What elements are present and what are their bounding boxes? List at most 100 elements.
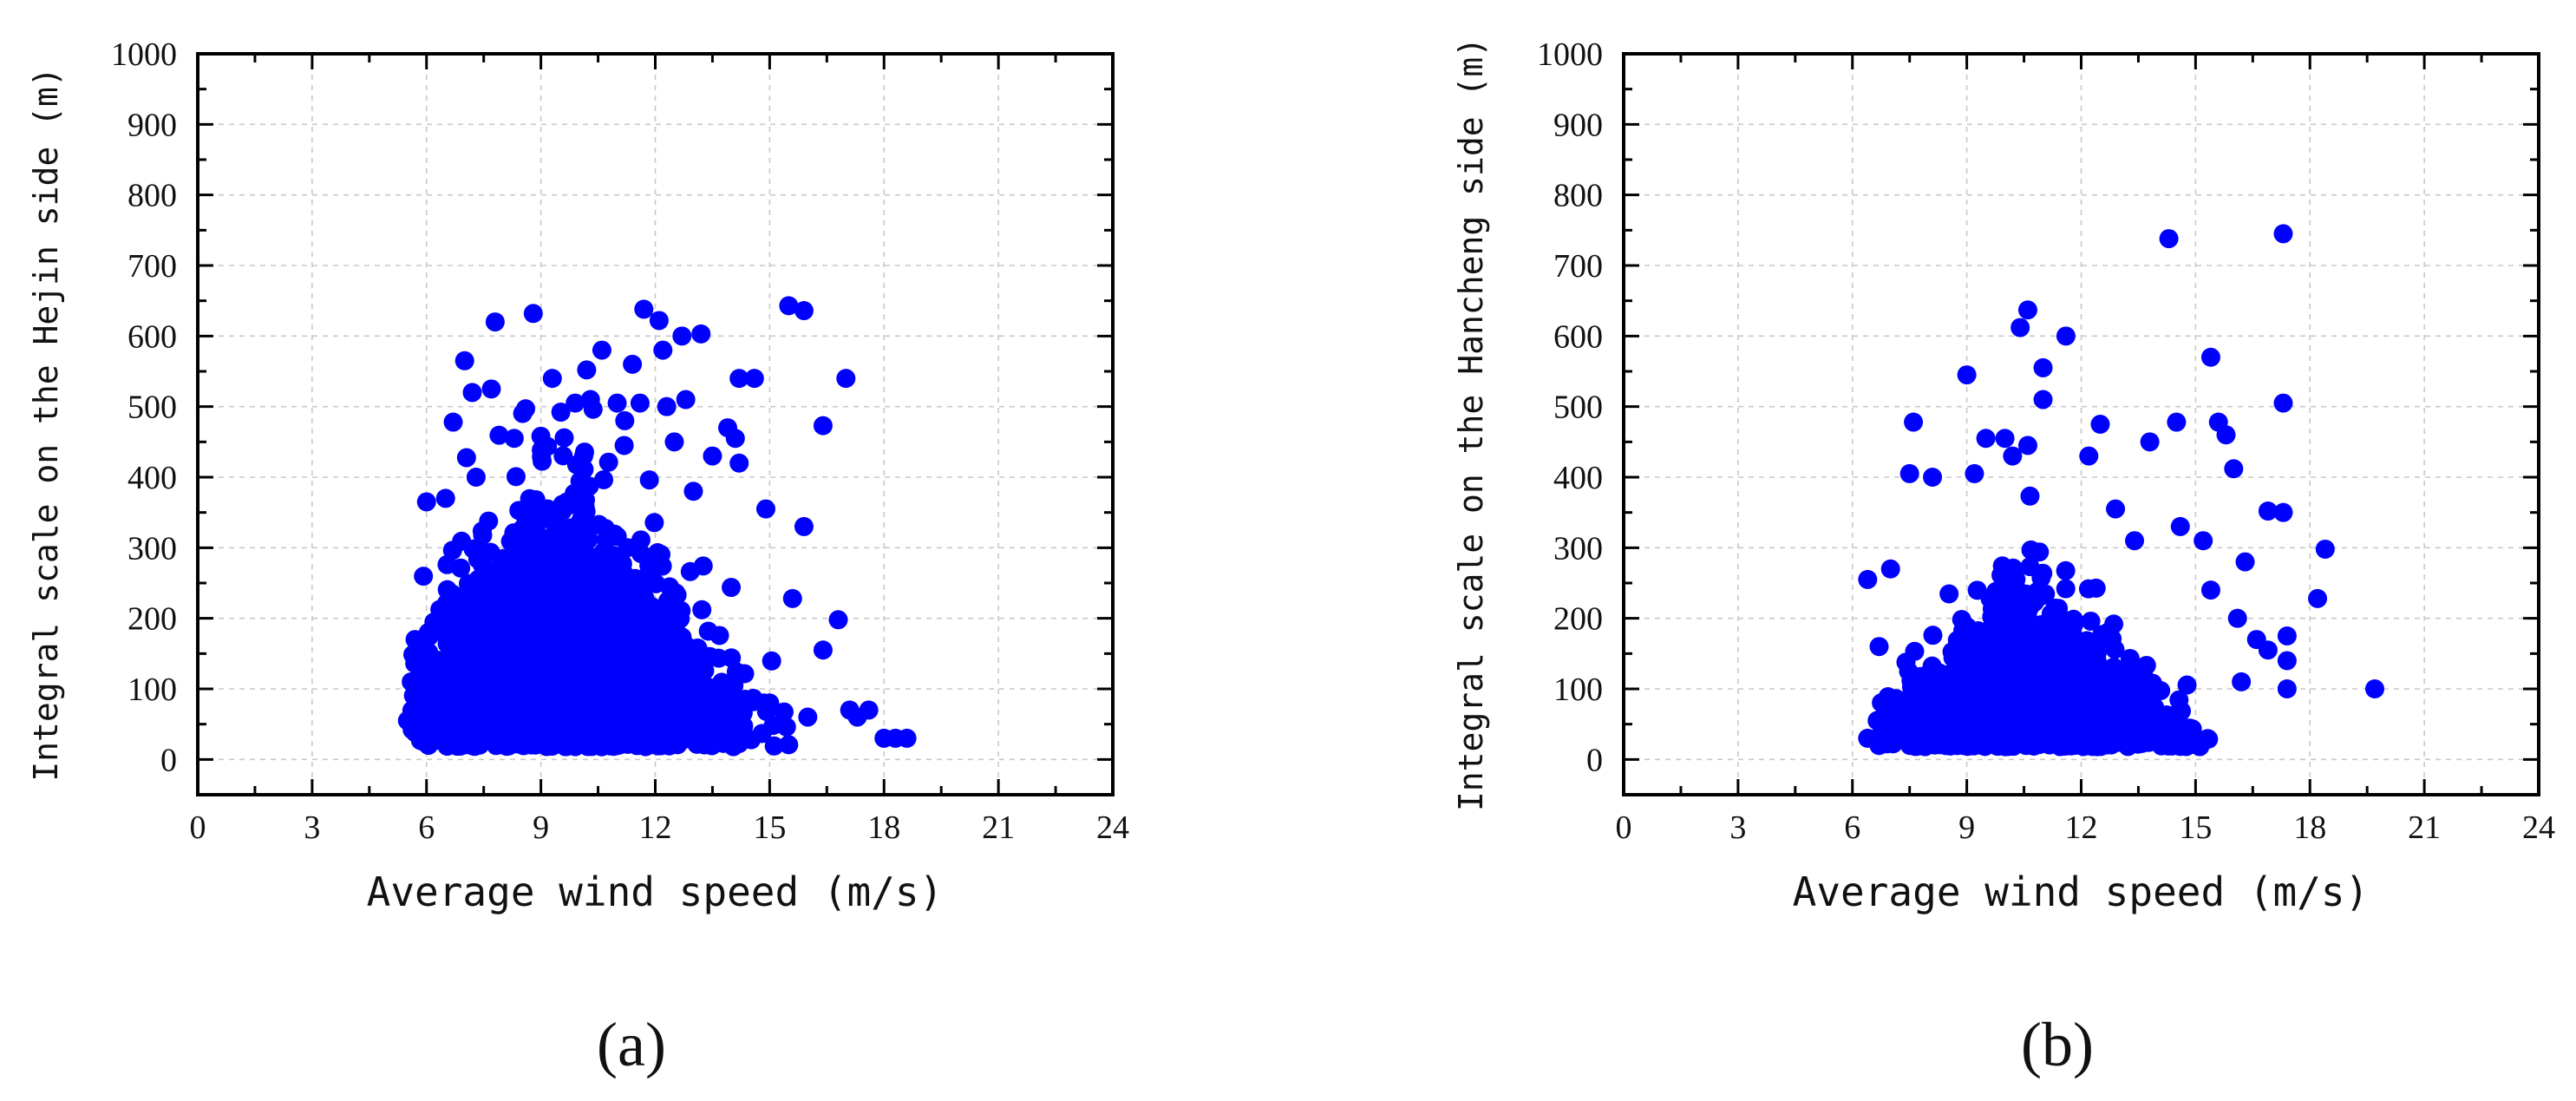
data-point-a — [605, 594, 625, 614]
y-tick-label-a: 200 — [127, 601, 177, 638]
data-point-a — [485, 312, 505, 332]
data-point-a — [726, 662, 746, 682]
data-point-a — [557, 492, 577, 512]
data-point-a — [762, 651, 781, 671]
data-point-a — [782, 588, 802, 608]
data-point-b — [2020, 486, 2040, 506]
data-point-a — [828, 610, 848, 630]
data-point-a — [580, 390, 600, 410]
data-point-a — [579, 547, 599, 567]
data-point-a — [533, 728, 552, 748]
data-point-a — [631, 644, 651, 664]
y-tick-label-a: 900 — [127, 107, 177, 143]
data-point-a — [859, 700, 879, 720]
data-point-a — [427, 727, 447, 747]
data-point-a — [736, 689, 755, 709]
data-point-a — [686, 717, 706, 737]
data-point-a — [653, 340, 673, 360]
data-point-a — [516, 399, 536, 419]
data-point-a — [456, 448, 476, 468]
data-point-a — [437, 554, 457, 574]
data-point-a — [722, 578, 742, 598]
data-point-a — [634, 299, 654, 319]
y-tick-label-a: 700 — [127, 248, 177, 285]
data-point-a — [641, 733, 661, 753]
data-point-a — [408, 652, 428, 672]
data-point-a — [515, 534, 535, 554]
data-point-a — [576, 526, 596, 546]
data-point-a — [566, 455, 586, 475]
data-point-a — [421, 711, 441, 731]
data-point-b — [1992, 556, 2012, 576]
data-point-a — [639, 564, 659, 584]
data-point-a — [725, 429, 745, 449]
data-point-a — [618, 690, 637, 710]
data-point-a — [657, 396, 677, 416]
data-point-a — [760, 693, 780, 713]
chart-panel-a: 0 3 6 9 12 15 18 21 2401002003004005006007008009… — [27, 36, 1129, 1079]
data-point-a — [506, 467, 526, 487]
data-point-a — [729, 453, 749, 473]
x-tick-label-a: 9 — [533, 809, 549, 846]
data-point-a — [462, 383, 482, 403]
y-tick-label-a: 0 — [160, 742, 177, 778]
data-point-a — [667, 585, 687, 605]
data-point-b — [1967, 580, 1987, 600]
data-point-a — [597, 542, 617, 562]
data-point-a — [592, 340, 611, 360]
data-point-a — [456, 610, 476, 630]
x-tick-label-a: 21 — [982, 809, 1015, 846]
data-point-b — [2056, 579, 2076, 599]
data-point-a — [533, 659, 552, 679]
data-point-a — [794, 301, 814, 321]
data-point-a — [515, 698, 535, 718]
data-point-a — [500, 713, 520, 733]
data-point-a — [550, 700, 570, 720]
data-point-a — [405, 630, 425, 650]
data-point-a — [703, 710, 723, 730]
data-point-a — [402, 672, 422, 691]
data-point-a — [507, 626, 527, 646]
data-point-a — [602, 666, 622, 686]
data-point-a — [598, 452, 618, 472]
data-point-a — [585, 711, 605, 731]
data-point-a — [794, 516, 814, 536]
data-point-a — [569, 663, 589, 683]
data-point-a — [683, 482, 703, 501]
data-point-a — [727, 712, 747, 732]
data-point-a — [680, 561, 700, 581]
data-point-a — [630, 393, 650, 413]
data-point-a — [742, 730, 762, 750]
data-point-a — [836, 369, 856, 389]
data-point-a — [552, 733, 572, 753]
data-point-b — [1923, 626, 1943, 646]
y-tick-label-a: 1000 — [111, 36, 177, 73]
data-point-a — [435, 488, 455, 508]
x-tick-label-a: 18 — [867, 809, 900, 846]
data-point-a — [579, 737, 599, 757]
x-tick-label-a: 12 — [639, 809, 672, 846]
y-tick-label-a: 100 — [127, 672, 177, 708]
data-point-a — [475, 563, 495, 583]
x-tick-label-a: 0 — [190, 809, 206, 846]
data-point-a — [414, 567, 434, 587]
data-point-a — [639, 701, 659, 721]
data-point-a — [665, 661, 685, 681]
data-point-a — [664, 678, 683, 698]
data-point-a — [533, 701, 552, 721]
data-point-a — [694, 685, 714, 705]
data-point-a — [813, 416, 833, 436]
data-point-a — [651, 618, 671, 638]
data-point-a — [521, 569, 541, 589]
x-tick-label-a: 6 — [418, 809, 435, 846]
data-point-a — [504, 429, 524, 449]
data-point-a — [551, 403, 571, 423]
data-point-a — [607, 736, 627, 756]
data-point-a — [494, 677, 513, 697]
data-point-a — [397, 711, 417, 731]
data-point-a — [494, 659, 513, 678]
data-point-a — [532, 447, 552, 467]
data-point-a — [621, 610, 641, 630]
data-point-a — [523, 304, 543, 324]
data-point-a — [639, 672, 659, 691]
